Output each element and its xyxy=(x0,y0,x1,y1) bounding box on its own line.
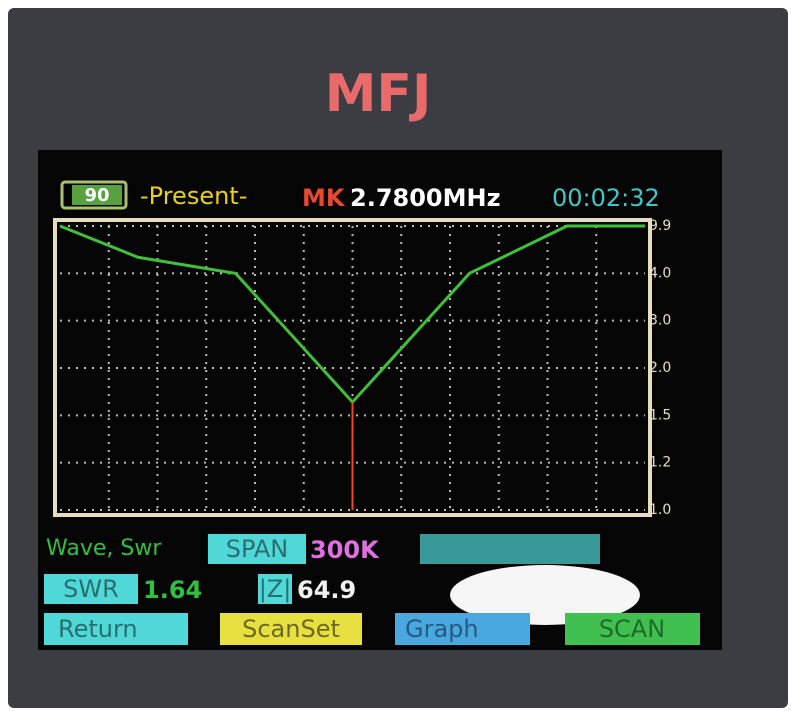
y-tick-label: 4.0 xyxy=(649,265,671,281)
frequency: 2.7800MHz xyxy=(350,184,501,212)
swr-box xyxy=(44,574,138,604)
battery-fill xyxy=(72,185,122,205)
y-tick-label: 1.5 xyxy=(649,407,671,423)
span-value: 300K xyxy=(310,536,380,564)
return-label: Return xyxy=(58,615,138,643)
battery-frame xyxy=(60,180,128,210)
swr-value: 1.64 xyxy=(143,576,202,604)
scan-label: SCAN xyxy=(599,615,665,643)
screen xyxy=(38,150,722,650)
z-label: |Z| xyxy=(259,575,292,603)
logo: MFJ xyxy=(325,64,432,124)
marker-label: MK xyxy=(302,184,346,212)
graph-button[interactable] xyxy=(395,613,530,645)
hidden-box xyxy=(420,534,600,564)
y-tick-label: 1.0 xyxy=(649,502,671,518)
z-box xyxy=(258,574,292,604)
y-tick-label: 3.0 xyxy=(649,313,671,329)
span-label: SPAN xyxy=(226,535,289,563)
clock: 00:02:32 xyxy=(552,184,660,212)
span-box xyxy=(208,534,306,564)
graph-label: Graph xyxy=(405,615,479,643)
swr-label: SWR xyxy=(63,575,119,603)
glare xyxy=(450,565,640,625)
scanset-button[interactable] xyxy=(220,613,362,645)
y-tick-label: 2.0 xyxy=(649,360,671,376)
y-tick-label: 1.2 xyxy=(649,455,671,471)
return-button[interactable] xyxy=(44,613,188,645)
wave-mode: Wave, Swr xyxy=(46,536,162,561)
y-tick-label: 9.9 xyxy=(649,218,671,234)
z-value: 64.9 xyxy=(297,576,356,604)
scan-button[interactable] xyxy=(565,613,700,645)
battery-level: 90 xyxy=(84,185,109,206)
mode: -Present- xyxy=(140,182,247,210)
scanset-label: ScanSet xyxy=(242,615,340,643)
plot-frame xyxy=(53,218,652,517)
